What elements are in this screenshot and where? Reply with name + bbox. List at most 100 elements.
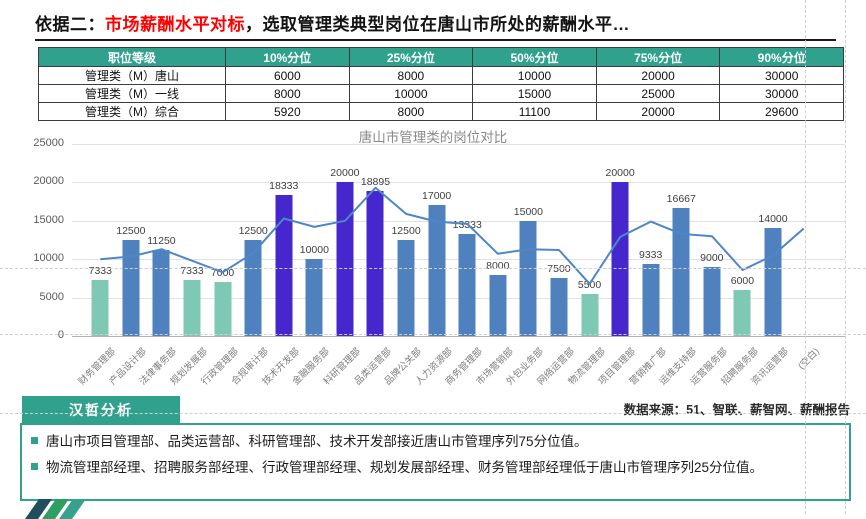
bar-value-label: 18333 [269,180,299,193]
bar-blue [458,233,476,336]
chart-column: 12500 [238,144,269,336]
bar-value-label: 20000 [605,167,635,180]
y-axis-tick-label: 25000 [33,137,64,149]
y-axis-tick-label: 15000 [33,213,64,226]
table-row: 管理类（M）综合 5920 8000 11100 20000 29600 [38,102,844,121]
bar-blue [703,266,721,336]
bar-value-label: 12500 [391,225,421,237]
chart-column: 7500 [544,144,575,336]
gridline [72,144,845,145]
title-suffix: ，选取管理类典型岗位在唐山市所处的薪酬水平… [245,15,630,34]
table-cell: 29600 [719,102,844,121]
table-header-cell: 75%分位 [595,47,721,67]
bar-value-label: 12500 [238,225,268,237]
bar-value-label: 7333 [180,264,204,277]
bar-value-label: 7000 [210,267,235,280]
y-axis-tick-label: 0 [57,329,64,341]
analysis-panel: 唐山市项目管理部、品类运营部、科研管理部、技术开发部接近唐山市管理序列75分位值… [20,423,851,501]
data-source-note: 数据来源：51、智联、薪智网、薪酬报告 [623,403,850,417]
square-bullet-icon [31,462,38,470]
table-cell: 15000 [472,84,597,103]
y-axis-tick-label: 5000 [39,290,64,303]
bar-blue [489,274,507,336]
bar-teal [183,279,201,336]
bar-purple [611,182,629,336]
square-bullet-icon [31,437,38,444]
bar-value-label: 15000 [513,205,543,218]
y-axis-tick-label: 20000 [33,175,64,188]
analysis-bullet: 唐山市项目管理部、品类运营部、科研管理部、技术开发部接近唐山市管理序列75分位值… [31,432,839,452]
bar-blue [764,228,782,336]
bar-value-label: 9333 [639,249,663,262]
chart-column: 18333 [268,144,299,336]
bar-blue [397,240,415,336]
table-cell: 5920 [225,102,350,121]
gridline [72,297,845,299]
bar-blue [428,205,446,336]
bar-value-label: 20000 [330,167,360,180]
table-cell: 20000 [595,102,721,121]
title-prefix: 依据二： [35,15,105,34]
gridline [72,182,845,184]
chart-column: 20000 [330,144,361,336]
table-cell: 10000 [348,84,474,103]
chart-column: 12500 [391,144,422,336]
chart-column: 11250 [146,144,177,336]
chart-column: 7333 [177,144,208,336]
table-header-cell: 90%分位 [719,47,844,67]
title-highlight: 市场薪酬水平对标 [105,15,245,34]
chart-column: 7333 [85,144,116,336]
bar-value-label: 12500 [116,225,146,237]
chart-column: 8000 [483,144,514,336]
chart-column: 6000 [727,144,758,336]
chart-column: 12500 [116,144,147,336]
table-cell: 6000 [225,66,350,85]
table-cell: 管理类（M）综合 [38,102,226,121]
table-row: 管理类（M）一线 8000 10000 15000 25000 30000 [38,84,844,103]
analysis-badge: 汉哲分析 [22,396,180,423]
title-divider [35,39,836,41]
table-cell: 8000 [225,84,350,103]
chart-column: 9333 [635,144,666,336]
bar-purple [366,190,384,336]
chart-column: 13333 [452,144,483,336]
table-header-cell: 职位等级 [38,47,226,67]
bar-purple [275,195,293,336]
bar-blue [244,240,262,336]
bar-value-label: 5500 [577,278,602,291]
bar-teal [91,279,109,336]
bar-blue [672,208,690,336]
bar-value-label: 13333 [452,218,482,231]
table-header-cell: 50%分位 [472,47,597,67]
chart-column: 18895 [360,144,391,336]
chart-column: 17000 [421,144,452,336]
chart-column: 7000 [207,144,238,336]
y-axis-tick-label: 10000 [33,252,64,265]
table-cell: 管理类（M）唐山 [38,66,226,85]
bar-value-label: 9000 [700,251,724,264]
table-row: 管理类（M）唐山 6000 8000 10000 20000 30000 [38,66,844,85]
bar-teal [214,282,232,336]
table-cell: 管理类（M）一线 [38,84,226,103]
salary-percentile-table: 职位等级 10%分位 25%分位 50%分位 75%分位 90%分位 管理类（M）唐山 60… [38,47,844,121]
bar-blue [519,220,537,336]
table-header-cell: 25%分位 [348,47,474,67]
salary-comparison-chart: 唐山市管理类的岗位对比 0 5000 10000 15000 20000 25000 73… [0,122,866,397]
chart-column: 20000 [605,144,636,336]
bar-blue [642,264,660,336]
chart-column: 15000 [513,144,544,336]
table-header-cell: 10%分位 [225,47,350,67]
company-logo [24,499,102,519]
bar-value-label: 11250 [147,234,176,247]
table-cell: 30000 [719,84,844,103]
bar-blue [550,278,568,336]
chart-column: 9000 [697,144,728,336]
chart-column: 5500 [574,144,605,336]
page-title: 依据二：市场薪酬水平对标，选取管理类典型岗位在唐山市所处的薪酬水平… [35,10,630,35]
bar-blue [122,240,140,336]
chart-column: 14000 [758,144,789,336]
bar-value-label: 10000 [299,244,329,257]
analysis-bullet: 物流管理部经理、招聘服务部经理、行政管理部经理、规划发展部经理、财务管理部经理低… [31,458,839,478]
bar-teal [733,289,751,336]
bar-value-label: 8000 [486,259,510,272]
